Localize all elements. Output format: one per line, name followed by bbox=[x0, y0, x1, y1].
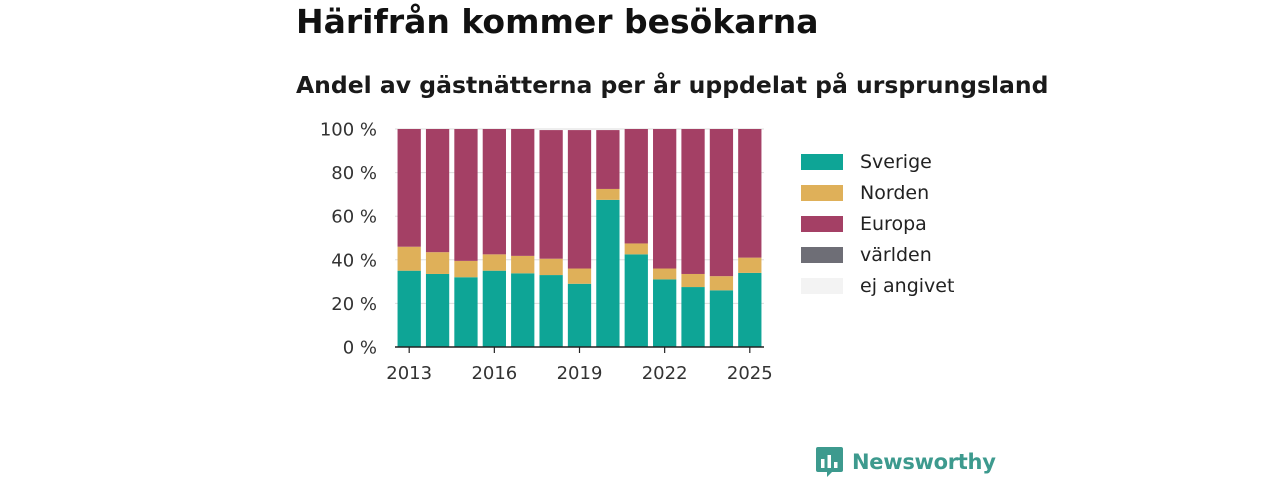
bar-segment-europa-2025 bbox=[738, 129, 762, 258]
bar-segment-sverige-2015 bbox=[454, 277, 478, 347]
y-tick-label: 40 % bbox=[331, 250, 377, 271]
bar-segment-sverige-2023 bbox=[681, 287, 705, 347]
bar-segment-sverige-2016 bbox=[482, 270, 506, 347]
bar-segment-sverige-2021 bbox=[624, 254, 648, 347]
bar-segment-norden-2025 bbox=[738, 257, 762, 273]
bar-segment-europa-2020 bbox=[596, 130, 620, 189]
bar-segment-norden-2016 bbox=[482, 254, 506, 271]
y-tick-label: 0 % bbox=[343, 338, 377, 359]
bar-segment-norden-2014 bbox=[425, 252, 450, 274]
newsworthy-logo-icon bbox=[816, 447, 843, 477]
bar-segment-europa-2024 bbox=[709, 129, 734, 277]
y-tick-label: 20 % bbox=[331, 294, 377, 315]
y-tick-label: 60 % bbox=[331, 207, 377, 228]
bar-segment-europa-2019 bbox=[567, 130, 592, 269]
legend-swatch bbox=[801, 153, 843, 170]
legend-label: Sverige bbox=[860, 150, 932, 173]
bar-segment-europa-2018 bbox=[539, 130, 563, 259]
bar-segment-sverige-2014 bbox=[425, 273, 450, 347]
bar-segment-norden-2021 bbox=[624, 243, 648, 255]
chart-subtitle: Andel av gästnätterna per år uppdelat på… bbox=[296, 71, 1049, 99]
bar-segment-europa-2017 bbox=[511, 129, 535, 256]
legend-item-sverige: Sverige bbox=[801, 146, 954, 177]
bar-segment-sverige-2020 bbox=[596, 199, 620, 347]
bar-segment-norden-2022 bbox=[653, 268, 677, 280]
bar-segment-europa-2023 bbox=[681, 129, 705, 274]
brand-name: Newsworthy bbox=[852, 450, 996, 474]
legend-item-världen: världen bbox=[801, 239, 954, 270]
x-tick-label: 2019 bbox=[557, 363, 603, 384]
bar-segment-sverige-2013 bbox=[397, 270, 421, 347]
bar-segment-norden-2020 bbox=[596, 188, 620, 200]
bar-segment-europa-2022 bbox=[653, 129, 677, 269]
bar-segment-norden-2017 bbox=[511, 255, 535, 274]
x-tick-label: 2022 bbox=[642, 363, 688, 384]
bar-segment-norden-2013 bbox=[397, 246, 421, 271]
bar-segment-europa-2015 bbox=[454, 129, 478, 261]
bar-segment-norden-2018 bbox=[539, 258, 563, 276]
bar-segment-europa-2016 bbox=[482, 129, 506, 255]
x-tick-label: 2016 bbox=[471, 363, 517, 384]
bar-segment-europa-2021 bbox=[624, 129, 648, 244]
bar-segment-norden-2015 bbox=[454, 260, 478, 278]
legend-swatch bbox=[801, 246, 843, 263]
bar-segment-norden-2019 bbox=[567, 268, 592, 284]
bars bbox=[397, 129, 762, 347]
bar-segment-sverige-2018 bbox=[539, 275, 563, 347]
legend-swatch bbox=[801, 184, 843, 201]
bar-segment-sverige-2022 bbox=[653, 279, 677, 347]
legend-item-norden: Norden bbox=[801, 177, 954, 208]
bar-segment-sverige-2025 bbox=[738, 272, 762, 347]
bar-segment-sverige-2017 bbox=[511, 273, 535, 347]
axes: 0 % 20 % 40 % 60 % 80 % 100 % 2013 2016 2019 2022… bbox=[320, 120, 773, 385]
legend-label: världen bbox=[860, 243, 932, 266]
legend-swatch bbox=[801, 277, 843, 294]
y-tick-label: 100 % bbox=[320, 120, 377, 141]
bar-segment-norden-2023 bbox=[681, 273, 705, 288]
bar-segment-norden-2024 bbox=[709, 276, 734, 291]
legend-swatch bbox=[801, 215, 843, 232]
legend-item-ej-angivet: ej angivet bbox=[801, 270, 954, 301]
legend-item-europa: Europa bbox=[801, 208, 954, 239]
legend-label: Europa bbox=[860, 212, 927, 235]
x-tick-label: 2025 bbox=[727, 363, 773, 384]
bar-segment-europa-2013 bbox=[397, 129, 421, 247]
legend-label: Norden bbox=[860, 181, 930, 204]
chart-title: Härifrån kommer besökarna bbox=[296, 2, 819, 41]
x-tick-label: 2013 bbox=[386, 363, 432, 384]
legend: Sverige Norden Europa världen ej angivet bbox=[801, 146, 954, 301]
y-tick-label: 80 % bbox=[331, 163, 377, 184]
bar-segment-sverige-2024 bbox=[709, 290, 734, 347]
bar-segment-europa-2014 bbox=[425, 129, 450, 253]
brand: Newsworthy bbox=[815, 446, 996, 478]
legend-label: ej angivet bbox=[860, 274, 955, 297]
bar-segment-sverige-2019 bbox=[567, 283, 592, 347]
